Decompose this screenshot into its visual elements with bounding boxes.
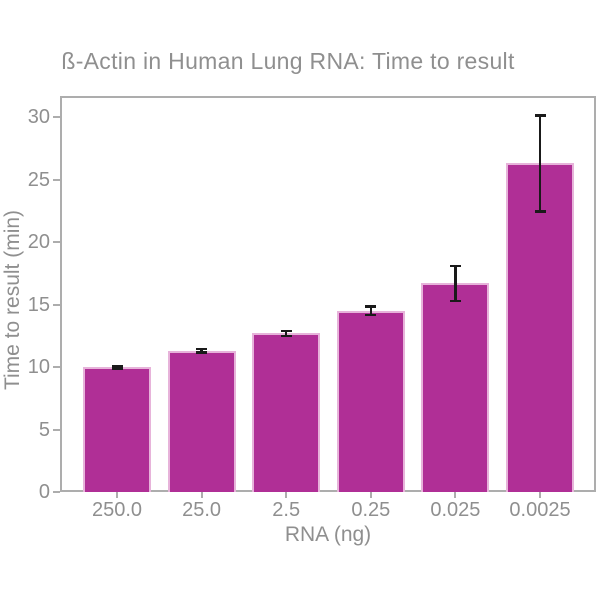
y-tick-mark <box>53 241 60 244</box>
error-bar-cap <box>365 313 377 317</box>
y-tick-label: 15 <box>27 293 50 316</box>
x-tick-label: 0.0025 <box>509 499 571 521</box>
y-tick-label: 0 <box>38 481 50 503</box>
bar <box>167 350 236 492</box>
x-tick-label: 250.0 <box>91 499 143 521</box>
y-tick-mark <box>53 366 60 369</box>
error-bar-cap <box>534 210 546 213</box>
x-tick-mark <box>116 492 118 498</box>
x-tick-mark <box>285 492 288 498</box>
x-tick-mark <box>539 492 541 498</box>
y-tick-mark <box>53 116 60 119</box>
bar <box>83 367 151 492</box>
error-bar-cap <box>111 367 123 370</box>
x-tick-mark <box>200 492 203 498</box>
y-tick-mark <box>53 303 60 306</box>
error-bar-cap <box>111 364 123 368</box>
y-tick-label: 25 <box>27 168 50 191</box>
bar <box>421 283 490 492</box>
bar <box>252 333 321 492</box>
x-axis-label: RNA (ng) <box>284 523 372 546</box>
error-bar-cap <box>280 334 292 338</box>
error-bar-cap <box>449 264 461 268</box>
error-bar-cap <box>365 305 377 308</box>
y-tick-mark <box>53 491 60 493</box>
y-tick-mark <box>53 428 60 431</box>
y-tick-label: 30 <box>27 106 50 129</box>
error-bar-line <box>200 348 203 353</box>
x-tick-mark <box>369 492 372 498</box>
bar <box>506 163 574 492</box>
error-bar-cap <box>534 114 546 117</box>
error-bar-line <box>369 306 373 316</box>
error-bar-cap <box>196 351 208 354</box>
error-bar-line <box>284 330 288 336</box>
y-tick-mark <box>53 178 60 181</box>
y-tick-label: 20 <box>27 231 50 254</box>
chart-title: ß-Actin in Human Lung RNA: Time to resul… <box>61 48 515 74</box>
x-tick-label: 0.25 <box>351 499 391 521</box>
x-tick-label: 25.0 <box>182 499 222 521</box>
x-tick-mark <box>454 492 457 498</box>
error-bar-line <box>538 115 542 212</box>
x-tick-label: 2.5 <box>272 499 301 521</box>
x-tick-label: 0.025 <box>430 499 481 521</box>
error-bar-cap <box>280 329 292 333</box>
y-tick-label: 10 <box>27 356 50 379</box>
y-tick-label: 5 <box>38 418 50 441</box>
bar <box>336 310 405 492</box>
error-bar-line <box>454 265 457 301</box>
error-bar-cap <box>196 347 208 351</box>
error-bar-cap <box>449 299 461 303</box>
